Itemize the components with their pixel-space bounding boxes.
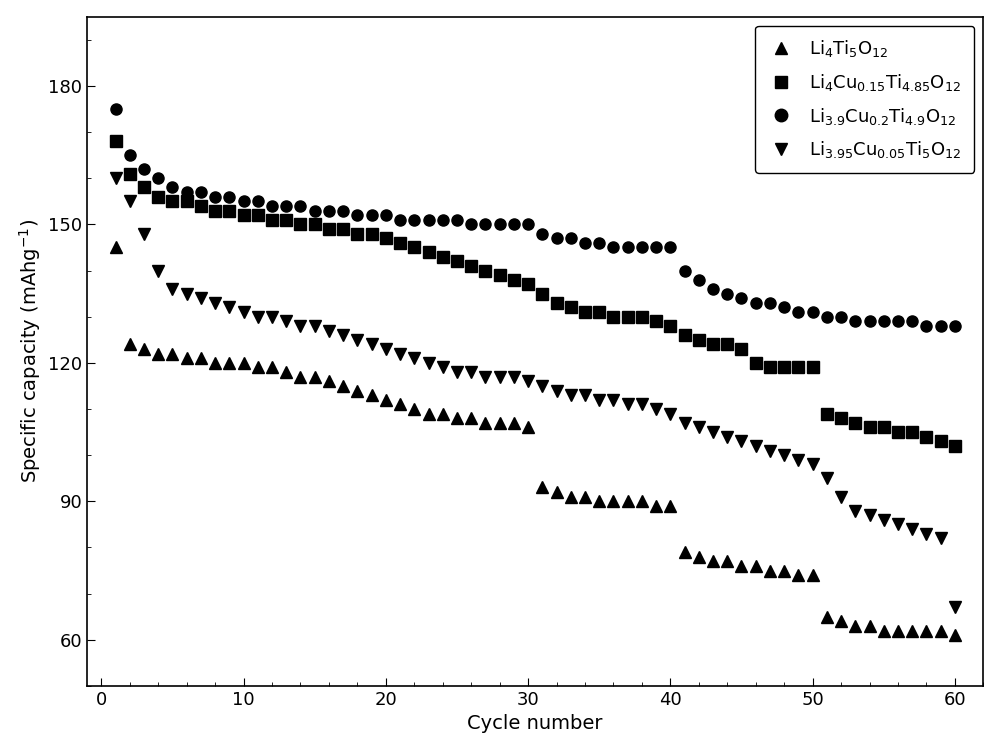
Legend: Li$_4$Ti$_5$O$_{12}$, Li$_4$Cu$_{0.15}$Ti$_{4.85}$O$_{12}$, Li$_{3.9}$Cu$_{0.2}$: Li$_4$Ti$_5$O$_{12}$, Li$_4$Cu$_{0.15}$T… <box>755 26 974 173</box>
Y-axis label: Specific capacity (mAhg$^{-1}$): Specific capacity (mAhg$^{-1}$) <box>17 219 43 483</box>
X-axis label: Cycle number: Cycle number <box>467 714 603 734</box>
